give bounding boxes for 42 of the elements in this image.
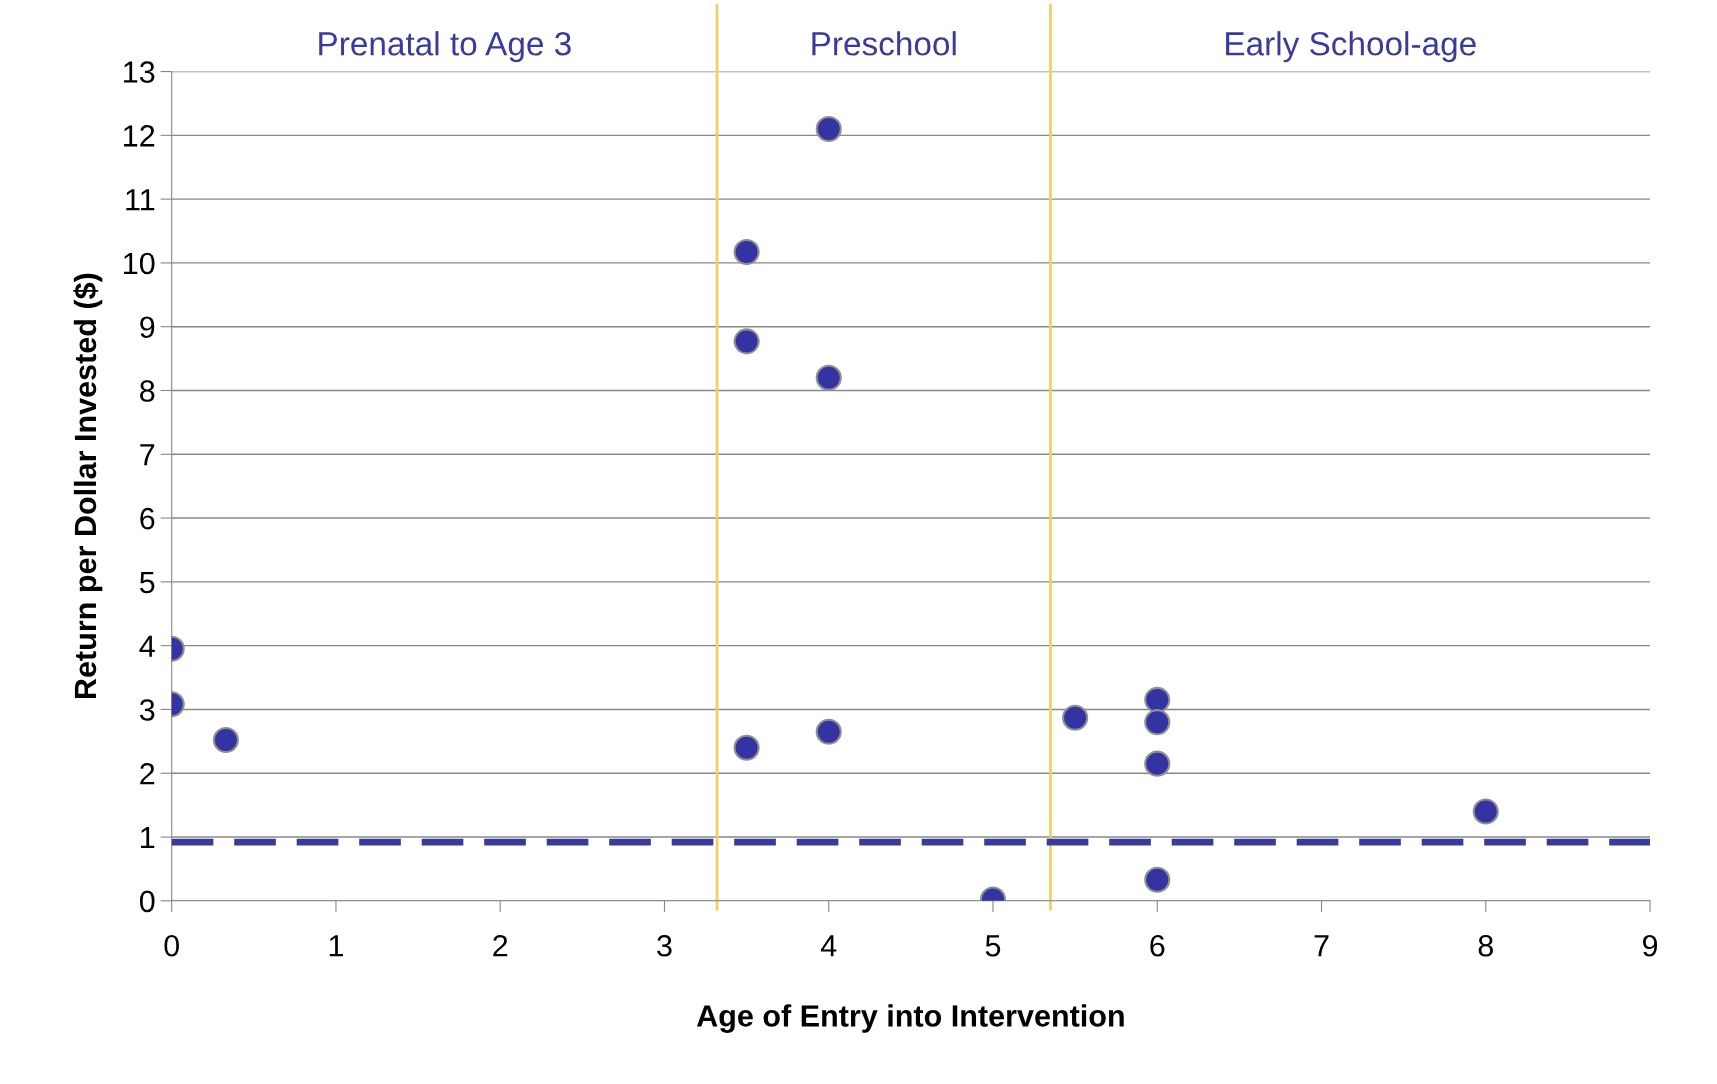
point	[815, 115, 842, 143]
x-tick-label: 5	[985, 935, 1001, 957]
y-tick-label: 12	[124, 125, 155, 147]
y-tick-label: 1	[141, 827, 155, 849]
y-tick-label: 2	[140, 762, 155, 785]
text: Preschool	[812, 31, 956, 56]
text: Prenatal to Age 3	[319, 31, 571, 63]
y-tick-label: 3	[139, 699, 155, 721]
point	[733, 328, 760, 355]
point	[733, 734, 760, 761]
x-tick-label: 3	[657, 934, 672, 957]
point	[212, 726, 239, 754]
point	[1144, 709, 1171, 736]
x-tick-label: 6	[1150, 934, 1165, 957]
y-tick-label: 7	[140, 444, 155, 466]
y-tick-label: 5	[139, 571, 155, 594]
y-tick-label: 10	[124, 252, 155, 275]
point	[815, 364, 842, 391]
point	[1062, 704, 1089, 731]
x-tick-label: 2	[493, 934, 508, 957]
y-tick-label: 4	[139, 635, 155, 657]
x-tick-label: 9	[1642, 934, 1658, 957]
y-tick-label: 6	[140, 507, 155, 530]
x-tick-label: 1	[329, 935, 343, 957]
point	[1472, 798, 1499, 825]
point	[1144, 686, 1171, 713]
point	[1144, 866, 1171, 893]
y-axis-title: Return per Dollar Invested ($)	[73, 273, 103, 699]
x-tick-label: 0	[164, 934, 179, 957]
y-tick-label: 9	[140, 316, 155, 339]
y-tick-label: 13	[124, 61, 155, 83]
y-tick-label: 11	[126, 189, 155, 211]
y-tick-label: 0	[139, 890, 155, 913]
point	[1144, 750, 1171, 777]
x-tick-label: 8	[1478, 934, 1493, 957]
point	[733, 239, 760, 266]
point	[815, 718, 842, 745]
text: Early School-age	[1226, 31, 1476, 63]
x-tick-label: 4	[820, 935, 837, 957]
y-tick-label: 8	[140, 380, 155, 402]
x-axis-title: Age of Entry into Intervention	[696, 1004, 1124, 1033]
x-tick-label: 7	[1314, 935, 1329, 957]
